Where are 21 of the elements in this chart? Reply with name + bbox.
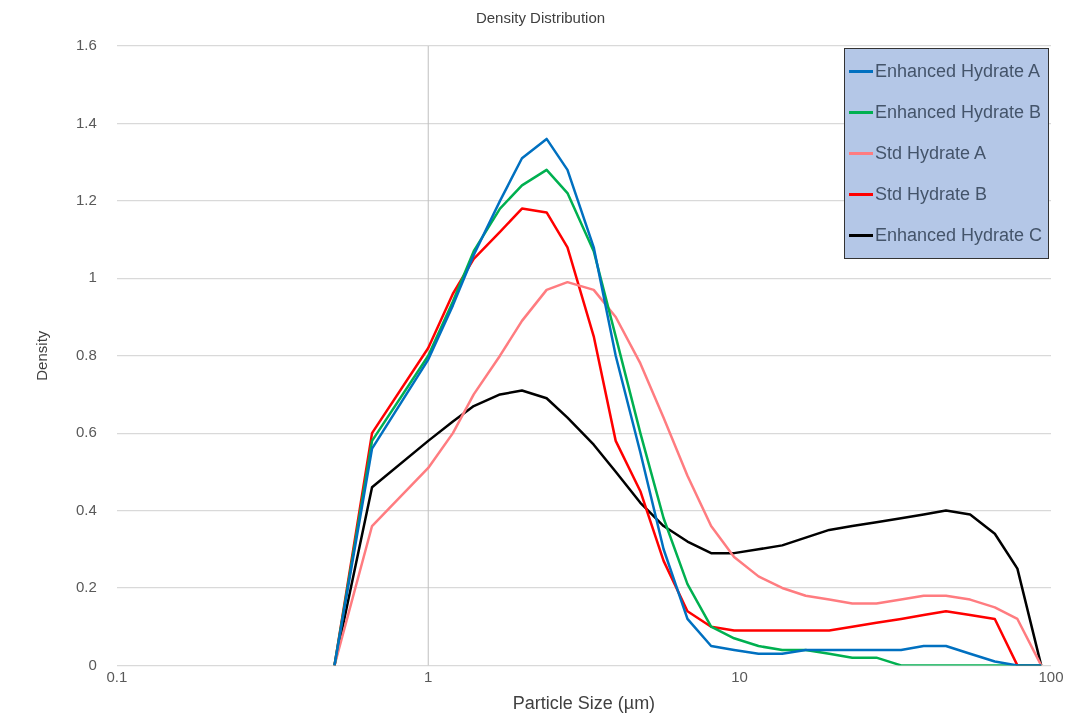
legend-label: Enhanced Hydrate A: [875, 61, 1041, 82]
legend-label: Std Hydrate A: [875, 143, 987, 164]
chart-title: Density Distribution: [475, 9, 606, 27]
y-tick-label: 0.2: [75, 578, 97, 596]
x-tick-label: 100: [1038, 667, 1064, 685]
y-tick-label: 0: [88, 655, 97, 673]
y-tick-label: 1.4: [75, 113, 97, 131]
legend-label: Std Hydrate B: [875, 184, 988, 205]
x-tick-label: 1: [424, 667, 433, 685]
x-tick-label: 10: [731, 667, 748, 685]
legend-label: Enhanced Hydrate B: [875, 102, 1042, 123]
x-tick-label: 0.1: [106, 667, 128, 685]
y-tick-label: 0.4: [75, 500, 97, 518]
y-tick-label: 0.8: [75, 345, 97, 363]
legend-label: Enhanced Hydrate C: [875, 225, 1043, 246]
y-tick-label: 0.6: [75, 423, 97, 441]
y-tick-label: 1.2: [75, 190, 97, 208]
x-axis-title: Particle Size (µm): [512, 693, 656, 714]
y-tick-label: 1: [88, 268, 97, 286]
y-axis-title: Density: [33, 330, 51, 381]
y-tick-label: 1.6: [75, 36, 97, 54]
